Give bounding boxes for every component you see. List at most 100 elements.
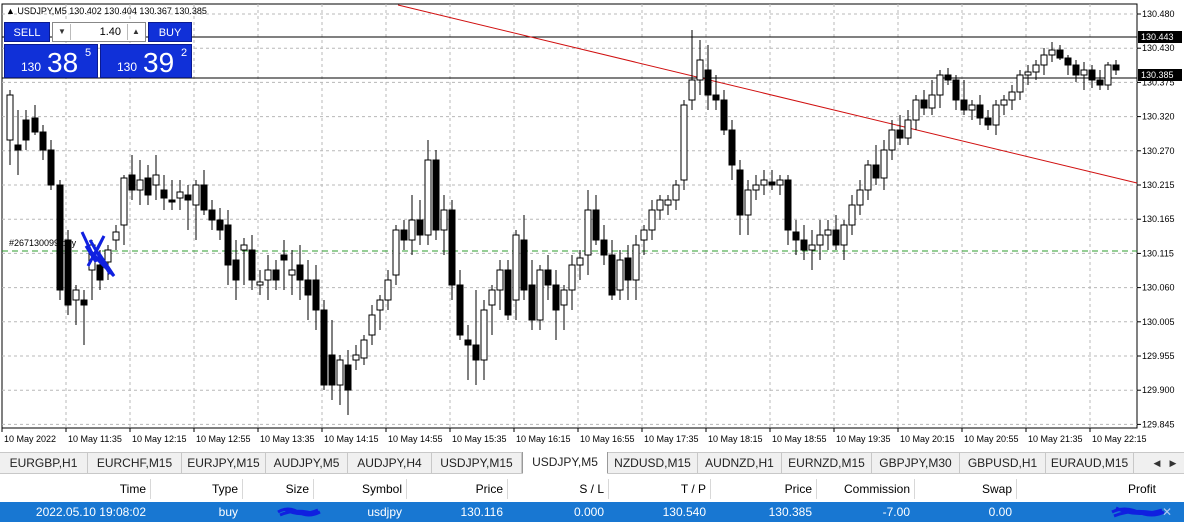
candle-body xyxy=(344,364,352,391)
price-label: 129.845 xyxy=(1142,419,1175,429)
buy-price-button[interactable]: 130 39 2 xyxy=(100,44,192,78)
buy-button[interactable]: BUY xyxy=(148,22,192,42)
candle-body xyxy=(144,177,152,196)
chart-tab[interactable]: GBPJPY,M30 xyxy=(872,453,960,473)
candle-body xyxy=(944,74,952,81)
lot-decrease-icon[interactable]: ▼ xyxy=(54,24,71,40)
chart-tab[interactable]: GBPUSD,H1 xyxy=(960,453,1046,473)
candle-body xyxy=(14,144,22,151)
header-profit[interactable]: Profit xyxy=(1127,482,1156,496)
candle-body xyxy=(720,99,728,131)
candle-body xyxy=(560,289,568,306)
time-label: 10 May 18:15 xyxy=(708,434,763,444)
candle-body xyxy=(984,117,992,126)
header-price-current[interactable]: Price xyxy=(784,482,812,496)
header-tp[interactable]: T / P xyxy=(680,482,706,496)
time-label: 10 May 16:55 xyxy=(580,434,635,444)
chart-tab[interactable]: AUDJPY,M5 xyxy=(266,453,348,473)
header-size[interactable]: Size xyxy=(285,482,309,496)
candle-body xyxy=(600,239,608,256)
candle-body xyxy=(752,184,760,191)
chart-tab[interactable]: USDJPY,M15 xyxy=(432,453,522,473)
chart-tab[interactable]: AUDJPY,H4 xyxy=(348,453,432,473)
candle-body xyxy=(856,189,864,206)
time-label: 10 May 19:35 xyxy=(836,434,891,444)
candle-body xyxy=(744,189,752,216)
candle-body xyxy=(536,269,544,321)
time-label: 10 May 14:55 xyxy=(388,434,443,444)
chart-area[interactable]: 130.480 130.430 130.375 130.320 130.270 130.2… xyxy=(0,0,1184,452)
candle-body xyxy=(464,339,472,346)
header-price[interactable]: Price xyxy=(475,482,503,496)
header-type[interactable]: Type xyxy=(211,482,238,496)
candle-body xyxy=(47,149,55,186)
sell-price-button[interactable]: 130 38 5 xyxy=(4,44,98,78)
candle-body xyxy=(1096,79,1104,86)
header-symbol[interactable]: Symbol xyxy=(361,482,402,496)
candle-body xyxy=(1032,64,1040,73)
chart-tab[interactable]: EURCHF,M15 xyxy=(88,453,182,473)
order-line-label[interactable]: #267130099 buy xyxy=(9,238,77,248)
candle-body xyxy=(416,219,424,236)
candle-body xyxy=(1008,91,1016,101)
candle-body xyxy=(592,209,600,241)
close-position-icon[interactable]: ✕ xyxy=(1161,505,1172,519)
candle-body xyxy=(152,174,160,186)
candle-body xyxy=(656,199,664,211)
time-label: 10 May 20:55 xyxy=(964,434,1019,444)
candle-body xyxy=(160,189,168,199)
candle-body xyxy=(480,309,488,361)
candle-body xyxy=(1064,57,1072,66)
price-tag-label: 130.443 xyxy=(1141,32,1174,42)
trendline xyxy=(397,4,1138,184)
chart-tab[interactable]: NZDUSD,M15 xyxy=(608,453,698,473)
positions-table: Time Type Size Symbol Price S / L T / P … xyxy=(0,476,1184,527)
cell-symbol: usdjpy xyxy=(367,505,402,519)
chart-menu-icon[interactable]: ▲ xyxy=(6,6,18,16)
chart-tab[interactable]: AUDNZD,H1 xyxy=(698,453,782,473)
position-row[interactable]: 2022.05.10 19:08:02 buy usdjpy 130.116 0… xyxy=(0,502,1184,522)
candle-body xyxy=(728,129,736,166)
price-tag-label: 130.385 xyxy=(1141,70,1174,80)
candle-body xyxy=(128,174,136,191)
candle-body xyxy=(368,314,376,336)
time-label: 10 May 12:15 xyxy=(132,434,187,444)
candle-body xyxy=(912,99,920,121)
candle-body xyxy=(1112,64,1120,71)
candle-body xyxy=(672,184,680,201)
candle-body xyxy=(664,199,672,206)
candle-body xyxy=(112,231,120,241)
candle-body xyxy=(392,229,400,276)
header-sl[interactable]: S / L xyxy=(579,482,604,496)
candle-body xyxy=(360,339,368,359)
chart-tab[interactable]: USDJPY,M5 xyxy=(522,452,608,474)
chart-tab[interactable]: EURJPY,M15 xyxy=(182,453,266,473)
lot-size-input[interactable]: ▼ 1.40 ▲ xyxy=(52,22,146,42)
sell-price-main: 38 xyxy=(47,47,79,78)
cell-commission: -7.00 xyxy=(882,505,910,519)
header-commission[interactable]: Commission xyxy=(843,482,910,496)
candle-body xyxy=(904,119,912,139)
scribble-annotation xyxy=(80,231,116,278)
candle-body xyxy=(256,281,264,286)
chart-tab[interactable]: EURGBP,H1 xyxy=(0,453,88,473)
candle-body xyxy=(848,204,856,226)
chart-tab[interactable]: EURAUD,M15 xyxy=(1046,453,1134,473)
candle-body xyxy=(1072,64,1080,76)
lot-value[interactable]: 1.40 xyxy=(99,26,121,38)
price-label: 130.430 xyxy=(1142,43,1175,53)
time-label: 10 May 22:15 xyxy=(1092,434,1147,444)
candle-body xyxy=(584,209,592,256)
header-swap[interactable]: Swap xyxy=(981,482,1012,496)
cell-sl: 0.000 xyxy=(573,505,604,519)
buy-price-prefix: 130 xyxy=(117,60,138,74)
candle-body xyxy=(1000,99,1008,106)
lot-increase-icon[interactable]: ▲ xyxy=(127,24,144,40)
header-time[interactable]: Time xyxy=(119,482,146,496)
chart-tab[interactable]: EURNZD,M15 xyxy=(782,453,872,473)
tabs-scroll-right-icon[interactable]: ▶ xyxy=(1169,458,1177,468)
price-label: 130.320 xyxy=(1142,112,1175,122)
sell-button[interactable]: SELL xyxy=(4,22,50,42)
candle-body xyxy=(504,269,512,316)
tabs-scroll-left-icon[interactable]: ◀ xyxy=(1153,458,1161,468)
